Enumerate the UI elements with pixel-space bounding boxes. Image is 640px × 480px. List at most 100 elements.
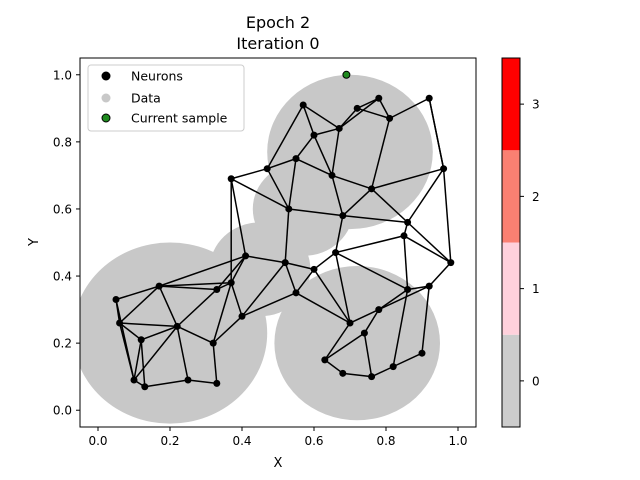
network-edge	[119, 285, 160, 324]
neuron-point	[130, 376, 138, 384]
neuron-point	[155, 282, 163, 290]
network-edge	[115, 285, 160, 301]
legend-sample-marker	[101, 113, 111, 123]
neuron-point	[440, 165, 448, 173]
network-edge	[241, 292, 297, 317]
neuron-point	[328, 171, 336, 179]
network-edge	[302, 104, 315, 136]
network-edge	[313, 127, 340, 136]
network-edge	[245, 255, 286, 264]
network-edge	[356, 97, 380, 109]
colorbar: 0 1 2 3	[501, 57, 540, 428]
plot-frame	[79, 57, 477, 428]
neuron-point	[447, 259, 455, 267]
network-edge	[230, 178, 247, 257]
network-edge	[334, 252, 351, 324]
colorbar-ticks: 0 1 2 3	[520, 98, 540, 388]
colorbar-tick-label: 3	[532, 98, 540, 112]
neuron-point	[389, 363, 397, 371]
chart-title: Epoch 2	[246, 13, 310, 32]
neuron-point	[368, 373, 376, 381]
network-edge	[288, 158, 297, 210]
network-edge	[285, 261, 315, 271]
x-tick-label: 1.0	[448, 434, 467, 448]
legend-sample-label: Current sample	[131, 111, 228, 126]
neuron-point	[281, 259, 289, 267]
network-edge	[230, 282, 243, 317]
colorbar-frame	[501, 57, 521, 428]
network-edge	[313, 268, 351, 324]
colorbar-band	[502, 334, 520, 427]
y-tick-label: 0.4	[53, 270, 72, 284]
neuron-point	[173, 322, 181, 330]
neuron-point	[321, 356, 329, 364]
x-tick-label: 0.0	[88, 434, 107, 448]
neuron-point	[238, 312, 246, 320]
neuron-point	[137, 336, 145, 344]
chart-subtitle: Iteration 0	[236, 34, 319, 53]
network-edge	[406, 168, 445, 223]
network-edge	[295, 157, 333, 177]
network-edge	[342, 188, 373, 217]
network-edge	[428, 98, 445, 169]
network-edge	[266, 104, 304, 170]
network-edge	[403, 235, 452, 264]
network-edge	[144, 379, 189, 388]
neuron-point	[213, 379, 221, 387]
network-edge	[378, 288, 409, 311]
neuron-point	[332, 249, 340, 257]
network-edge	[338, 107, 358, 129]
network-edge	[389, 97, 430, 120]
legend-neurons-label: Neurons	[131, 69, 183, 84]
neuron-point	[346, 319, 354, 327]
neuron-point	[141, 383, 149, 391]
network-edge	[159, 285, 217, 291]
network-edge	[324, 322, 351, 361]
network-edge	[212, 343, 218, 384]
network-edge	[363, 332, 373, 377]
x-tick-label: 0.6	[304, 434, 323, 448]
neuron-markers	[112, 94, 455, 391]
neuron-point	[368, 185, 376, 193]
neuron-point	[404, 218, 412, 226]
network-edge	[313, 134, 333, 176]
colorbar-band	[502, 150, 520, 243]
network-edge	[284, 262, 297, 294]
network-edge	[371, 365, 394, 378]
network-edge	[378, 285, 430, 311]
network-edge	[212, 282, 232, 344]
legend-box	[87, 64, 245, 132]
network-edge	[428, 262, 452, 287]
colorbar-band	[502, 242, 520, 335]
network-edge	[230, 167, 268, 180]
neuron-point	[263, 165, 271, 173]
x-tick-label: 0.4	[232, 434, 251, 448]
x-tick-label: 0.8	[376, 434, 395, 448]
colorbar-band	[502, 58, 520, 151]
network-edge	[335, 251, 408, 291]
network-edge	[313, 251, 337, 270]
y-tick-label: 0.8	[53, 135, 72, 149]
colorbar-tick-label: 2	[532, 190, 540, 204]
network-edge	[407, 221, 452, 264]
legend: Neurons Data Current sample	[87, 64, 245, 132]
network-edge	[241, 262, 286, 317]
network-edge	[140, 325, 178, 341]
y-tick-label: 0.0	[53, 404, 72, 418]
network-edge	[331, 128, 340, 176]
neuron-point	[353, 104, 361, 112]
network-edge	[133, 339, 142, 381]
neuron-point	[112, 296, 120, 304]
neuron-point	[227, 175, 235, 183]
colorbar-tick-label: 1	[532, 282, 540, 296]
network-edge	[349, 308, 380, 324]
neuron-point	[213, 285, 221, 293]
y-axis-ticks: 0.0 0.2 0.4 0.6 0.8 1.0	[53, 68, 80, 418]
network-edge	[407, 285, 430, 291]
network-edge	[335, 235, 405, 254]
network-edge	[176, 288, 218, 327]
neuron-point	[310, 265, 318, 273]
current-sample-layer	[342, 70, 351, 79]
network-edge	[133, 325, 178, 381]
